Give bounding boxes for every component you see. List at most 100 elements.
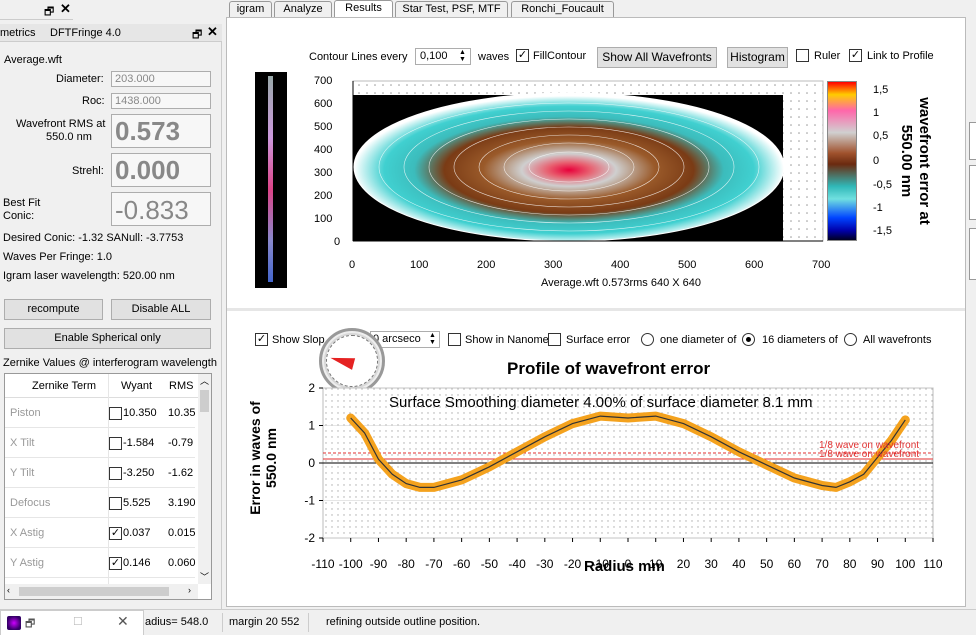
zernike-row[interactable]: Piston 10.350 10.35	[5, 398, 196, 428]
y-tick-label: 2	[308, 381, 315, 395]
term: X Tilt	[10, 437, 35, 449]
zernike-header: Zernike Term Wyant RMS	[5, 374, 199, 599]
close-icon[interactable]: ✕	[207, 24, 218, 39]
rms-label-2: 550.0 nm	[46, 131, 92, 143]
x-tick-label: -90	[370, 557, 388, 571]
zernike-row[interactable]: Y Astig ✓ 0.146 0.060	[5, 548, 196, 578]
status-margin: margin 20 552	[229, 616, 300, 628]
rms: 0.015	[168, 527, 196, 539]
thumbnail-trace	[268, 76, 273, 282]
enable-checkbox[interactable]	[109, 407, 122, 420]
show-all-wavefronts-button[interactable]: Show All Wavefronts	[597, 47, 717, 68]
link-profile-checkbox[interactable]: ✓	[849, 49, 862, 62]
show-nm-checkbox[interactable]	[448, 333, 461, 346]
tab-analyze[interactable]: Analyze	[274, 1, 332, 18]
zernike-row[interactable]: X Tilt -1.584 -0.79	[5, 428, 195, 458]
close-icon[interactable]: ✕	[60, 1, 71, 16]
tab-results[interactable]: Results	[334, 0, 393, 18]
fill-contour-label: FillContour	[533, 50, 587, 62]
x-tick-label: -70	[425, 557, 443, 571]
zernike-title: Zernike Values @ interferogram wavelengt…	[3, 357, 217, 369]
x-tick-label: -20	[564, 557, 582, 571]
disable-all-button[interactable]: Disable ALL	[111, 299, 211, 320]
roc-field[interactable]: 1438.000	[111, 93, 211, 109]
fill-contour-checkbox[interactable]: ✓	[516, 49, 529, 62]
waves-label: waves	[478, 51, 510, 63]
arcsec-spinbox[interactable]: 0 arcseco ▲ ▼	[370, 331, 440, 348]
surface-error-checkbox[interactable]	[548, 333, 561, 346]
diameter-field[interactable]: 203.000	[111, 71, 211, 87]
compass-dial[interactable]	[319, 328, 385, 394]
rms-field: 0.573	[111, 114, 211, 148]
enable-checkbox[interactable]: ✓	[109, 557, 122, 570]
histogram-button[interactable]: Histogram	[727, 47, 788, 68]
show-slope-checkbox[interactable]: ✓	[255, 333, 268, 346]
tab-igram[interactable]: igram	[229, 1, 272, 18]
zernike-row[interactable]: Defocus 5.525 3.190	[5, 488, 196, 518]
spin-arrows-icon[interactable]: ▲ ▼	[459, 49, 466, 63]
right-dock-tab-2[interactable]	[969, 165, 976, 220]
zernike-row[interactable]: Y Tilt -3.250 -1.62	[5, 458, 195, 488]
enable-checkbox[interactable]	[109, 437, 122, 450]
zernike-row[interactable]: X Astig ✓ 0.037 0.015	[5, 518, 196, 548]
contour-y-tick: 700	[314, 75, 333, 87]
hscroll-thumb[interactable]	[19, 587, 169, 596]
term: Defocus	[10, 497, 51, 509]
scroll-right-icon[interactable]: ›	[188, 585, 191, 595]
enable-checkbox[interactable]	[109, 467, 122, 480]
scroll-left-icon[interactable]: ‹	[7, 585, 10, 595]
sixteen-diameters-radio[interactable]	[742, 333, 755, 346]
spin-arrows-icon[interactable]: ▲ ▼	[429, 332, 436, 346]
contour-value: 0,100	[420, 50, 448, 62]
splitter[interactable]	[227, 308, 965, 311]
eighth-wave-annotation-1: 1/8 wave on wavefront	[819, 440, 919, 451]
contour-y-tick: 100	[314, 213, 333, 225]
profile-y-ticks: 2 1 0 -1 -2	[304, 381, 323, 545]
x-tick-label: 70	[815, 557, 829, 571]
restore-icon[interactable]: 🗗	[25, 618, 36, 630]
enable-spherical-button[interactable]: Enable Spherical only	[4, 328, 211, 349]
x-tick-label: -60	[453, 557, 471, 571]
close-icon[interactable]: ✕	[117, 613, 129, 629]
scroll-down-icon[interactable]: ﹀	[200, 572, 210, 582]
metrics-dock-title: metrics DFTFringe 4.0 🗗 ✕	[0, 24, 222, 42]
profile-chart[interactable]: -110 -100 -90 -80 -70 -60 -50 -40 -30 -20 -10 0 10 20…	[227, 380, 965, 585]
float-icon[interactable]: 🗗	[192, 29, 203, 41]
right-dock-tab-1[interactable]	[969, 122, 976, 160]
x-tick-label: 30	[705, 557, 719, 571]
wyant: 5.525	[123, 497, 151, 509]
color-scale-bar	[827, 81, 857, 241]
dock-title-app: DFTFringe 4.0	[50, 27, 121, 39]
zernike-hscrollbar[interactable]: ‹ ›	[5, 584, 198, 599]
one-diameter-radio[interactable]	[641, 333, 654, 346]
scale-title: wavefront error at 550.00 nm	[895, 83, 935, 243]
zernike-table: Zernike Term Wyant RMS Piston 10.350 10.…	[4, 373, 212, 600]
scale-tick: 1	[873, 107, 880, 119]
scroll-up-icon[interactable]: ︿	[200, 376, 210, 386]
enable-checkbox[interactable]: ✓	[109, 527, 122, 540]
right-dock-tab-3[interactable]	[969, 228, 976, 280]
scroll-thumb[interactable]	[200, 390, 209, 412]
wyant: 0.037	[123, 527, 151, 539]
all-wavefronts-radio[interactable]	[844, 333, 857, 346]
one-diameter-label: one diameter of	[660, 334, 737, 346]
x-tick-label: 20	[677, 557, 691, 571]
wavefront-thumbnail[interactable]	[255, 72, 287, 288]
header-divider	[108, 374, 109, 599]
enable-checkbox[interactable]	[109, 497, 122, 510]
zernike-vscrollbar[interactable]: ︿ ﹀	[198, 374, 211, 584]
arcsec-value: 0 arcseco	[373, 333, 421, 345]
contour-y-tick: 300	[314, 167, 333, 179]
tab-star-test[interactable]: Star Test, PSF, MTF	[395, 1, 508, 18]
contour-spinbox[interactable]: 0,100 ▲ ▼	[415, 48, 471, 65]
profile-ylabel-text: Error in waves of 550.0 nm	[247, 401, 279, 515]
recompute-button[interactable]: recompute	[4, 299, 103, 320]
contour-lines	[378, 102, 760, 232]
rms: 3.190	[168, 497, 196, 509]
maximize-icon[interactable]: ☐	[73, 616, 83, 628]
float-icon[interactable]: 🗗	[44, 6, 55, 18]
contour-plot[interactable]	[307, 73, 947, 293]
tab-ronchi[interactable]: Ronchi_Foucault	[511, 1, 614, 18]
taskbar-thumbnail[interactable]: 🗗 ☐ ✕	[0, 610, 144, 635]
ruler-checkbox[interactable]	[796, 49, 809, 62]
